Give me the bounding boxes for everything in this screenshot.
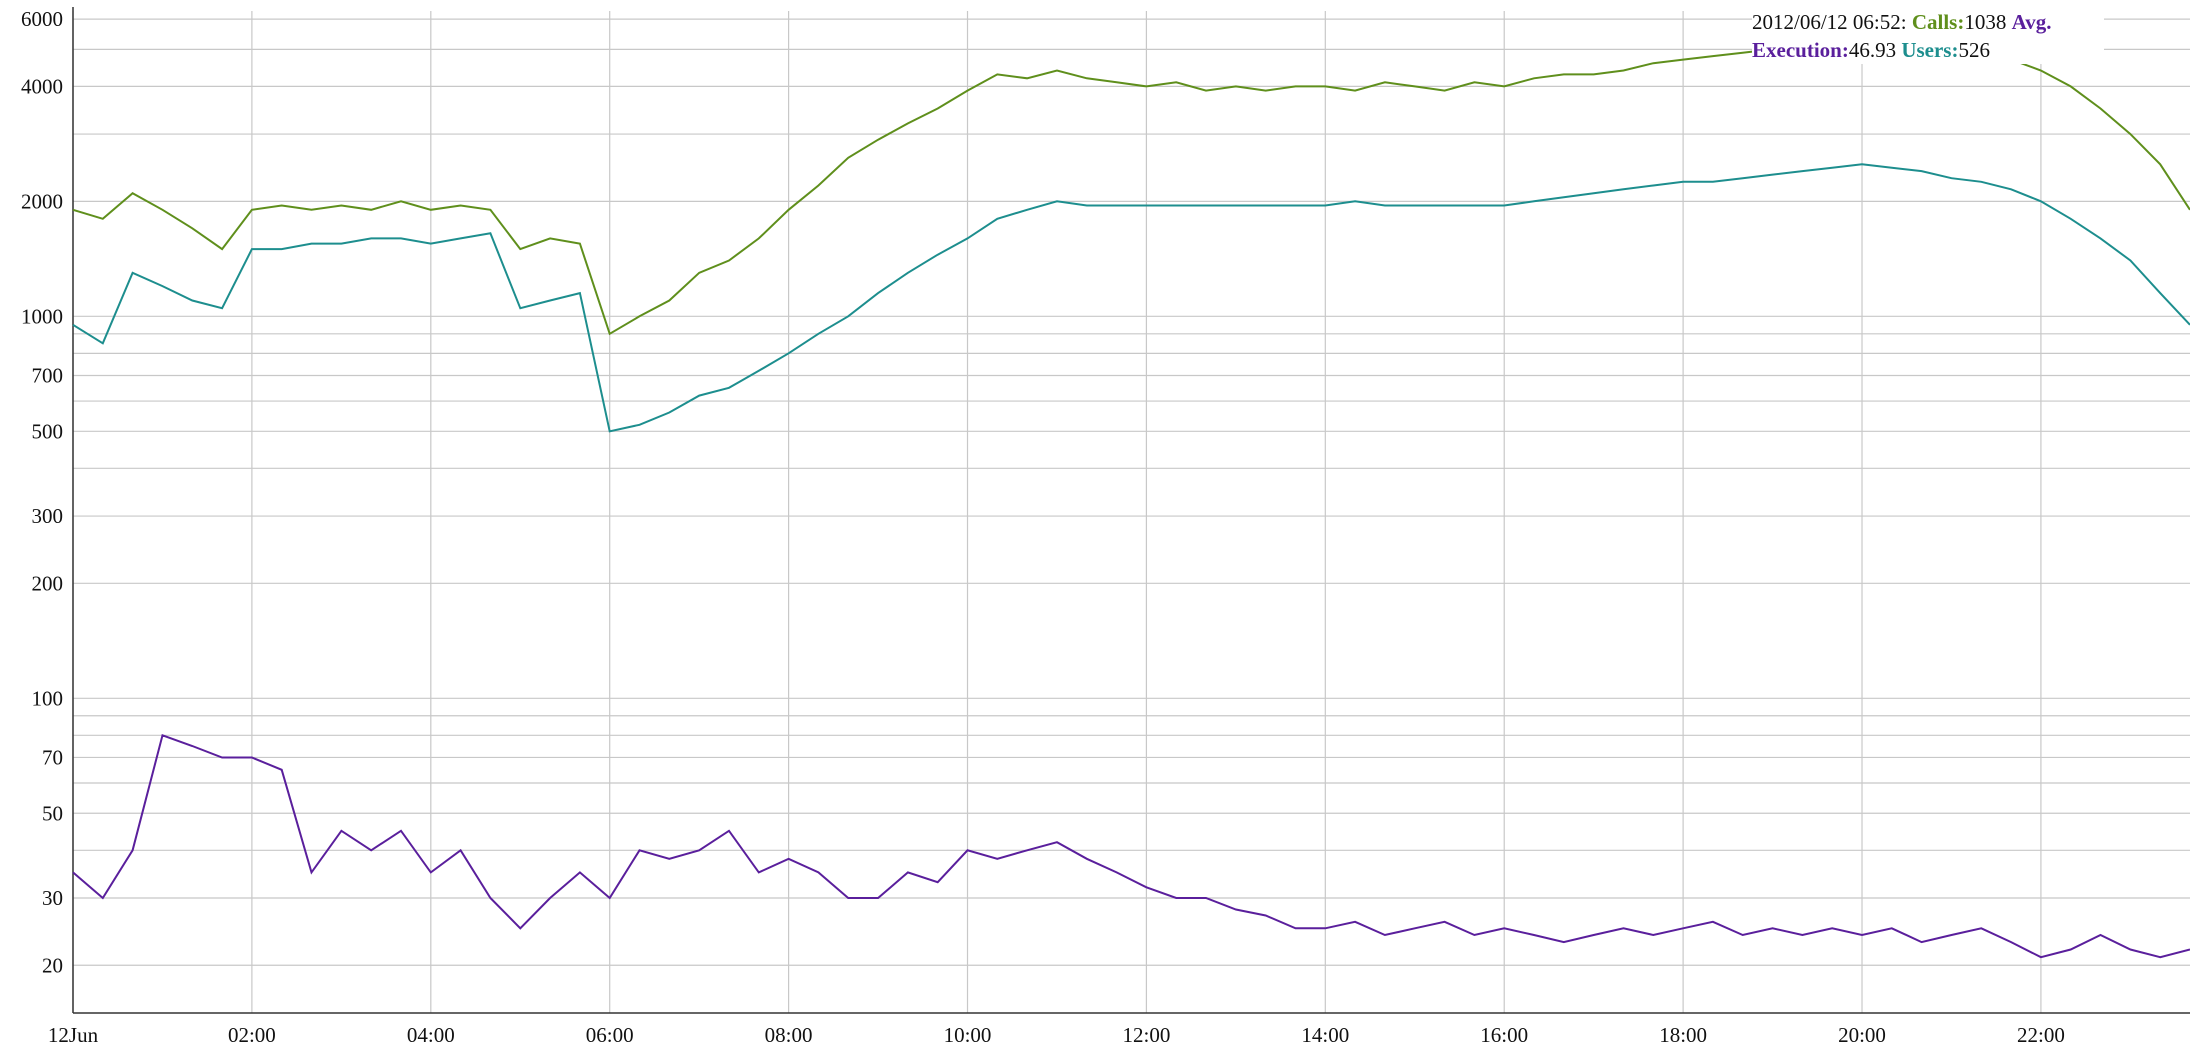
y-tick-label: 1000 [21,304,63,328]
y-tick-label: 700 [32,363,64,387]
series-line [72,163,2190,433]
tooltip-label: Users: [1901,38,1959,62]
x-tick-label: 14:00 [1301,1023,1349,1047]
y-tick-label: 70 [42,745,63,769]
y-tick-label: 300 [32,504,64,528]
y-tick-label: 6000 [21,7,63,31]
y-tick-label: 30 [42,886,63,910]
series-line [72,733,2190,959]
x-tick-label: 16:00 [1480,1023,1528,1047]
x-tick-label: 10:00 [944,1023,992,1047]
tooltip-time: 2012/06/12 06:52: [1752,10,1907,34]
x-tick-label: 12Jun [48,1023,99,1047]
tooltip-label: Avg. Execution: [1752,10,2052,62]
x-tick-label: 04:00 [407,1023,455,1047]
x-tick-label: 08:00 [765,1023,813,1047]
tooltip-value: 526 [1958,38,1990,62]
x-tick-label: 02:00 [228,1023,276,1047]
tooltip-value: 1038 [1964,10,2007,34]
y-tick-label: 500 [32,419,64,443]
tooltip: 2012/06/12 06:52: Calls:1038 Avg. Execut… [1752,8,2104,64]
x-tick-label: 18:00 [1659,1023,1707,1047]
x-tick-label: 06:00 [586,1023,634,1047]
y-tick-label: 200 [32,571,64,595]
y-tick-label: 50 [42,801,63,825]
y-tick-label: 20 [42,953,63,977]
y-tick-label: 100 [32,686,64,710]
x-tick-label: 20:00 [1838,1023,1886,1047]
x-tick-label: 12:00 [1122,1023,1170,1047]
tooltip-value: 46.93 [1848,38,1897,62]
x-tick-label: 22:00 [2017,1023,2065,1047]
series-line [72,45,2190,336]
tooltip-label: Calls: [1911,10,1965,34]
y-tick-label: 2000 [21,189,63,213]
y-tick-label: 4000 [21,74,63,98]
